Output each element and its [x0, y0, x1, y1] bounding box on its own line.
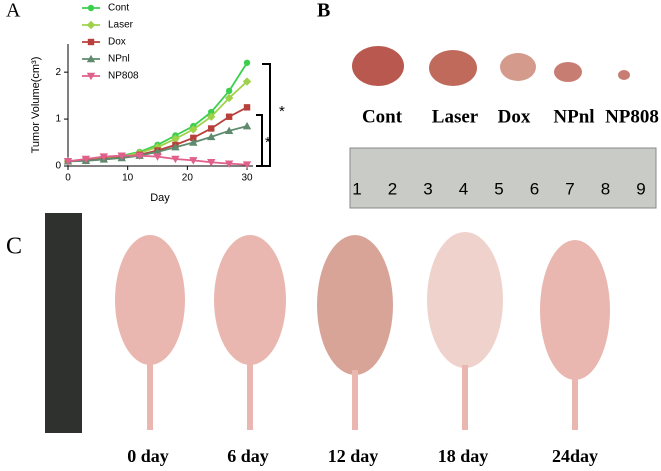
- y-tick-label: 1: [55, 114, 61, 125]
- marker: [189, 157, 198, 165]
- day-label: 12 day: [328, 446, 379, 466]
- marker: [86, 54, 96, 63]
- ruler-numbers: 1 2 3 4 5 6 7 8 9: [352, 179, 645, 198]
- day-label: 0 day: [127, 446, 169, 466]
- panel-label: B: [317, 0, 330, 22]
- marker: [224, 160, 234, 168]
- series: [63, 152, 252, 169]
- ruler-number: 8: [601, 179, 610, 198]
- x-tick-label: 20: [182, 173, 194, 184]
- day-label: 6 day: [227, 446, 269, 466]
- marker: [242, 161, 252, 169]
- annotation: *: [265, 134, 271, 151]
- marker: [242, 77, 252, 86]
- x-tick-label: 0: [65, 173, 71, 184]
- marker: [190, 134, 197, 142]
- tumor-label: Laser: [432, 106, 479, 127]
- panel-label: A: [6, 0, 21, 22]
- mouse-photos: [45, 213, 610, 433]
- marker: [189, 138, 198, 146]
- ruler-number: 6: [530, 179, 539, 198]
- x-tick-label: 10: [122, 173, 134, 184]
- panel-label: C: [6, 234, 22, 260]
- marker: [81, 155, 91, 164]
- marker: [243, 104, 251, 111]
- ruler-number: 7: [565, 179, 574, 198]
- marker: [87, 38, 95, 46]
- y-tick-label: 0: [55, 161, 61, 172]
- ruler-number: 5: [494, 179, 503, 198]
- annotation: *: [279, 103, 285, 120]
- tumor-label: Cont: [362, 106, 403, 127]
- marker: [207, 112, 216, 121]
- day-labels: 0 day 6 day 12 day 18 day 24day: [127, 446, 598, 466]
- marker: [171, 134, 180, 143]
- ruler-number: 1: [352, 179, 361, 198]
- marker: [171, 143, 180, 151]
- marker: [153, 153, 162, 161]
- significance-bracket: [256, 63, 271, 167]
- marker: [87, 4, 95, 12]
- y-tick-label: 2: [55, 67, 61, 78]
- marker: [86, 72, 96, 81]
- tumor-label: Dox: [498, 106, 531, 127]
- day-label: 24day: [552, 446, 598, 466]
- marker: [208, 125, 215, 132]
- marker: [153, 147, 162, 156]
- x-tick-label: 30: [241, 173, 253, 184]
- marker: [86, 20, 96, 30]
- marker: [207, 159, 216, 167]
- marker: [242, 121, 252, 130]
- legend-label: Cont: [108, 3, 129, 14]
- legend-label: NP808: [108, 71, 139, 82]
- marker: [117, 152, 126, 160]
- marker: [189, 125, 198, 134]
- legend-label: NPnl: [108, 54, 130, 65]
- marker: [224, 93, 234, 103]
- marker: [208, 108, 215, 116]
- x-axis-label: Day: [150, 192, 170, 204]
- marker: [224, 126, 234, 135]
- day-label: 18 day: [438, 446, 489, 466]
- marker: [171, 155, 180, 164]
- marker: [225, 87, 233, 95]
- marker: [99, 153, 109, 161]
- ruler-number: 9: [636, 179, 645, 198]
- marker: [225, 113, 233, 120]
- legend-label: Dox: [108, 37, 126, 48]
- legend-label: Laser: [108, 20, 134, 31]
- tumor-label: NPnl: [553, 106, 594, 127]
- marker: [135, 152, 144, 160]
- y-axis-label: Tumor Volume(cm³): [30, 57, 42, 154]
- marker: [63, 158, 73, 166]
- tumor-photo: [349, 46, 657, 209]
- ruler-number: 3: [423, 179, 432, 198]
- marker: [243, 59, 251, 66]
- tumor-label: NP808: [605, 106, 659, 127]
- ruler-number: 2: [388, 179, 397, 198]
- marker: [207, 132, 216, 141]
- ruler-number: 4: [459, 179, 468, 198]
